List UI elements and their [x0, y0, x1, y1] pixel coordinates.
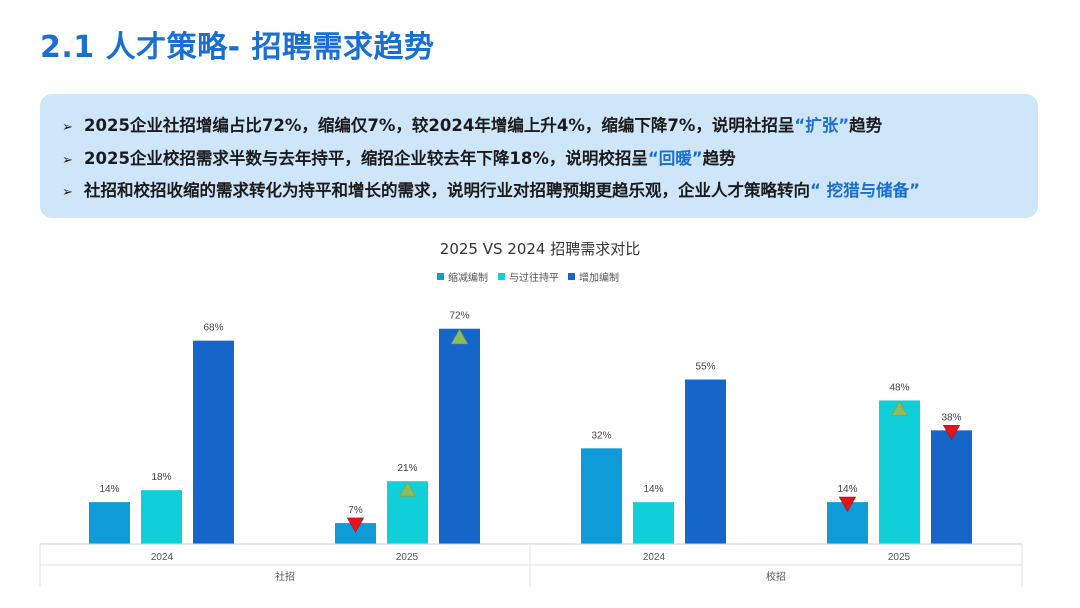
- bar: [141, 490, 182, 544]
- legend-label: 与过往持平: [509, 271, 559, 284]
- bullet-tail: 趋势: [849, 116, 883, 135]
- summary-bullet: ➢ 2025企业社招增编占比72%，缩编仅7%，较2024年增编上升4%，缩编下降…: [62, 112, 882, 136]
- green-up-triangle-icon: [450, 328, 469, 345]
- red-down-triangle-icon: [942, 424, 961, 441]
- summary-box: ➢ 2025企业社招增编占比72%，缩编仅7%，较2024年增编上升4%，缩编下降…: [40, 94, 1038, 218]
- triangle-arrow-bullet-icon: ➢: [62, 153, 73, 168]
- data-label: 55%: [695, 362, 715, 373]
- bar: [633, 502, 674, 544]
- legend-swatch: [437, 273, 444, 280]
- legend-swatch: [498, 273, 505, 280]
- page-title: 2.1 人才策略- 招聘需求趋势: [40, 30, 435, 65]
- bar: [685, 379, 726, 544]
- data-label: 18%: [151, 472, 171, 483]
- data-label: 72%: [449, 311, 469, 322]
- bullet-highlight: “回暖”: [647, 149, 703, 168]
- data-label: 14%: [643, 484, 663, 495]
- bar: [931, 430, 972, 544]
- triangle-arrow-bullet-icon: ➢: [62, 120, 73, 135]
- triangle-arrow-bullet-icon: ➢: [62, 185, 73, 200]
- green-up-triangle-icon: [890, 400, 909, 416]
- x-tick-label: 2024: [643, 552, 666, 563]
- bar: [879, 400, 920, 544]
- bullet-highlight: “ 挖猎与储备”: [810, 181, 920, 200]
- legend-swatch: [568, 273, 575, 280]
- data-label: 32%: [591, 430, 611, 441]
- data-label: 38%: [941, 412, 961, 423]
- bullet-text: 社招和校招收缩的需求转化为持平和增长的需求，说明行业对招聘预期更趋乐观，企业人才…: [84, 181, 810, 200]
- bullet-tail: 趋势: [702, 149, 736, 168]
- summary-bullet: ➢ 2025企业校招需求半数与去年持平，缩招企业较去年下降18%，说明校招呈“回暖…: [62, 145, 736, 169]
- data-label: 14%: [837, 484, 857, 495]
- bar: [581, 448, 622, 544]
- x-group-label: 校招: [766, 570, 786, 583]
- summary-bullet: ➢ 社招和校招收缩的需求转化为持平和增长的需求，说明行业对招聘预期更趋乐观，企业人…: [62, 177, 920, 201]
- bar: [89, 502, 130, 544]
- legend-label: 缩减编制: [448, 271, 488, 284]
- bullet-highlight: “扩张”: [794, 116, 850, 135]
- red-down-triangle-icon: [838, 496, 857, 512]
- data-label: 48%: [889, 382, 909, 393]
- legend-label: 增加编制: [579, 271, 619, 284]
- chart-title: 2025 VS 2024 招聘需求对比: [440, 240, 640, 258]
- red-down-triangle-icon: [346, 517, 365, 533]
- data-label: 21%: [397, 463, 417, 474]
- x-group-label: 社招: [275, 570, 295, 583]
- data-label: 14%: [99, 484, 119, 495]
- x-tick-label: 2025: [396, 552, 419, 563]
- bar: [193, 340, 234, 544]
- green-up-triangle-icon: [398, 481, 417, 497]
- bullet-text: 2025企业校招需求半数与去年持平，缩招企业较去年下降18%，说明校招呈: [84, 149, 648, 168]
- x-tick-label: 2024: [151, 552, 174, 563]
- data-label: 7%: [348, 505, 363, 516]
- data-label: 68%: [203, 323, 223, 334]
- bar: [439, 328, 480, 544]
- x-tick-label: 2025: [888, 552, 911, 563]
- bar: [335, 523, 376, 544]
- bullet-text: 2025企业社招增编占比72%，缩编仅7%，较2024年增编上升4%，缩编下降7…: [84, 116, 795, 135]
